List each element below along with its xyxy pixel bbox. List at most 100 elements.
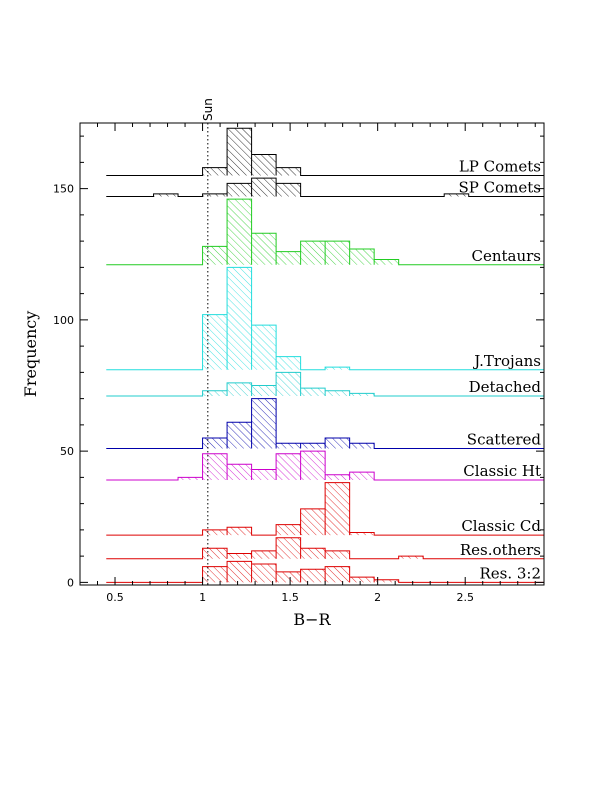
x-tick-label: 0.5	[106, 591, 124, 604]
series-scattered	[106, 398, 544, 449]
histogram-bar	[325, 241, 350, 265]
series-label: Classic Cd	[461, 517, 541, 535]
series-outline	[106, 560, 544, 583]
series-outline	[106, 537, 544, 560]
histogram-bar	[227, 199, 252, 265]
series-label: Centaurs	[471, 247, 541, 265]
histogram-bar	[202, 453, 228, 480]
series-classic-cd	[106, 482, 544, 536]
histogram-bar	[227, 464, 252, 480]
y-tick-label: 100	[53, 314, 74, 327]
histogram-bar	[227, 527, 252, 536]
plot-frame	[79, 122, 545, 586]
series-outline	[106, 266, 544, 371]
histogram-bar	[251, 550, 277, 559]
series-group	[106, 127, 544, 583]
histogram-bar	[325, 482, 350, 536]
histogram-bar	[251, 469, 277, 480]
histogram-bar	[202, 314, 228, 370]
histogram-bar	[276, 183, 301, 197]
histogram-bar	[276, 372, 301, 396]
series-label: Res. 3:2	[479, 564, 541, 582]
series-outline	[106, 450, 544, 481]
histogram-bar	[251, 178, 277, 197]
series-label: LP Comets	[459, 158, 541, 176]
histogram-bar	[227, 128, 252, 176]
histogram-bar	[444, 193, 469, 197]
histogram-bar	[276, 251, 301, 265]
histogram-bar	[276, 453, 301, 480]
histogram-bar	[374, 579, 399, 583]
histogram-bar	[276, 167, 301, 176]
histogram-bar	[251, 233, 277, 265]
histogram-bar	[300, 443, 326, 449]
x-tick-label: 1.5	[281, 591, 299, 604]
histogram-bar	[178, 477, 203, 480]
histogram-bar	[227, 561, 252, 583]
series-outline	[106, 398, 544, 449]
histogram-bar	[251, 398, 277, 449]
histogram-bar	[202, 529, 228, 536]
series-centaurs	[106, 198, 544, 266]
histogram-bar	[300, 241, 326, 265]
y-tick-label: 0	[67, 576, 74, 589]
histogram-bar	[276, 356, 301, 370]
series-outline	[106, 482, 544, 536]
histogram-bar	[398, 556, 424, 559]
histogram-bar	[325, 566, 350, 583]
series-label: Res.others	[460, 541, 541, 559]
histogram-bar	[300, 388, 326, 396]
histogram-bar	[276, 524, 301, 536]
histogram-bar	[325, 390, 350, 396]
x-tick-label: 2	[374, 591, 381, 604]
series-label: Classic Ht	[463, 462, 541, 480]
histogram-bar	[325, 550, 350, 559]
histogram-bar	[276, 537, 301, 559]
axes-group: 0.5 1 1.5 2 2.5 0 50 100 150	[53, 122, 545, 604]
series-label: J.Trojans	[472, 352, 541, 370]
series-label: Scattered	[467, 431, 542, 449]
histogram-bar	[300, 508, 326, 536]
series-res-others	[106, 537, 544, 560]
series-labels-group: LP Comets SP Comets Centaurs J.Trojans Detac…	[459, 158, 542, 583]
series-label: Detached	[469, 378, 542, 396]
histogram-bar	[276, 443, 301, 449]
series-label: SP Comets	[459, 179, 541, 197]
histogram-bar	[227, 382, 252, 396]
series-outline	[106, 371, 544, 397]
histogram-bar	[202, 438, 228, 449]
histogram-bar	[202, 193, 228, 197]
series-j-trojans	[106, 266, 544, 371]
histogram-bar	[300, 451, 326, 480]
histogram-bar	[153, 193, 179, 197]
x-axis-label: B−R	[293, 610, 331, 629]
histogram-bar	[349, 472, 375, 480]
histogram-bar	[251, 325, 277, 370]
y-axis-label: Frequency	[21, 311, 40, 398]
histogram-bar	[251, 154, 277, 176]
histogram-bar	[325, 367, 350, 370]
histogram-bar	[251, 385, 277, 396]
histogram-bar	[251, 564, 277, 583]
histogram-bar	[202, 246, 228, 265]
x-tick-label: 2.5	[456, 591, 474, 604]
series-detached	[106, 371, 544, 397]
histogram-bar	[300, 569, 326, 583]
series-outline	[106, 198, 544, 266]
series-sp-comets	[106, 177, 544, 197]
series-outline	[106, 127, 544, 176]
histogram-bar	[202, 566, 228, 583]
histogram-bar	[349, 577, 375, 583]
histogram-bar	[227, 422, 252, 449]
x-tick-label: 1	[199, 591, 206, 604]
histogram-bar	[349, 443, 375, 449]
histogram-bar	[349, 393, 375, 396]
histogram-bar	[227, 183, 252, 197]
histogram-bar	[202, 167, 228, 176]
histogram-bar	[227, 267, 252, 370]
histogram-bar	[300, 548, 326, 559]
series-outline	[106, 177, 544, 197]
sun-annotation-label: Sun	[201, 98, 215, 121]
histogram-bar	[374, 259, 399, 265]
